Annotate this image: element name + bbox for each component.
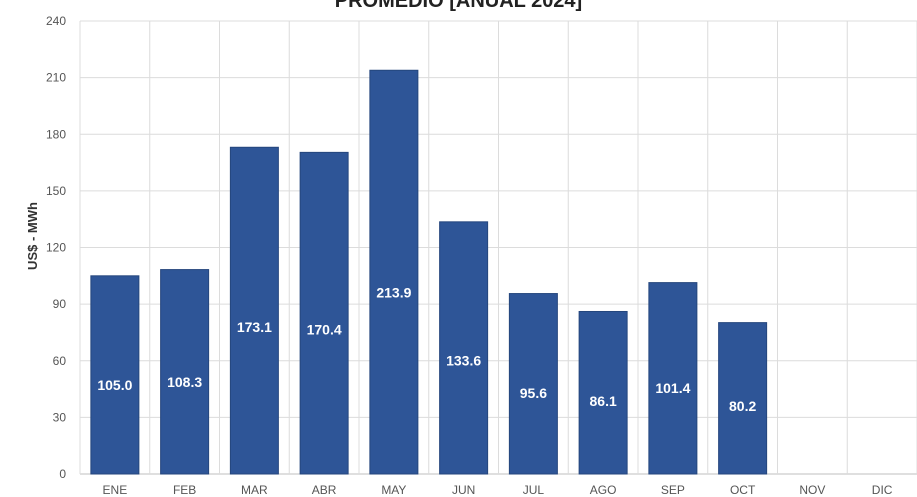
x-tick-label-may: MAY [381,483,406,497]
data-label-jun: 133.6 [446,353,481,369]
bar-series [90,69,768,475]
x-tick-label-jul: JUL [523,483,545,497]
data-label-may: 213.9 [376,284,411,300]
bar-ene [90,275,140,475]
y-tick-label: 30 [53,410,67,424]
data-label-ene: 105.0 [97,377,132,393]
y-tick-label: 150 [46,184,66,198]
data-label-jul: 95.6 [520,385,547,401]
bar-abr [299,151,349,475]
x-tick-label-ago: AGO [590,483,617,497]
y-tick-label: 210 [46,71,66,85]
y-axis-label: US$ - MWh [25,202,40,270]
bar-jun [439,221,489,475]
x-tick-label-nov: NOV [799,483,825,497]
x-tick-label-sep: SEP [661,483,685,497]
x-tick-label-ene: ENE [103,483,128,497]
x-tick-label-mar: MAR [241,483,268,497]
x-tick-label-abr: ABR [312,483,337,497]
y-tick-label: 90 [53,297,67,311]
data-label-ago: 86.1 [590,393,617,409]
x-tick-label-feb: FEB [173,483,196,497]
y-tick-label: 240 [46,14,66,28]
bar-sep [648,282,698,475]
bar-feb [160,269,210,475]
bar-oct [718,322,768,475]
data-label-mar: 173.1 [237,319,272,335]
data-label-feb: 108.3 [167,374,202,390]
y-tick-label: 180 [46,127,66,141]
chart-title: PROMEDIO [ANUAL 2024] [334,0,583,12]
bar-mar [229,146,279,475]
grid-lines [79,20,917,475]
x-tick-label-dic: DIC [872,483,893,497]
y-axis-ticks: 0 30 60 90 120 150 180 210 240 [46,14,66,481]
data-labels: 105.0 108.3 173.1 170.4 213.9 133.6 95.6 86.1 10… [97,284,756,414]
x-tick-label-oct: OCT [730,483,756,497]
bar-jul [508,293,558,475]
bar-ago [578,310,628,475]
x-axis-ticks: ENE FEB MAR ABR MAY JUN JUL AGO SEP OCT NOV DIC [103,483,893,497]
x-tick-label-jun: JUN [452,483,475,497]
bar-may [369,69,419,475]
data-label-abr: 170.4 [307,321,342,337]
y-tick-label: 0 [59,467,66,481]
y-tick-label: 60 [53,354,67,368]
data-label-sep: 101.4 [655,380,690,396]
y-tick-label: 120 [46,241,66,255]
data-label-oct: 80.2 [729,398,756,414]
